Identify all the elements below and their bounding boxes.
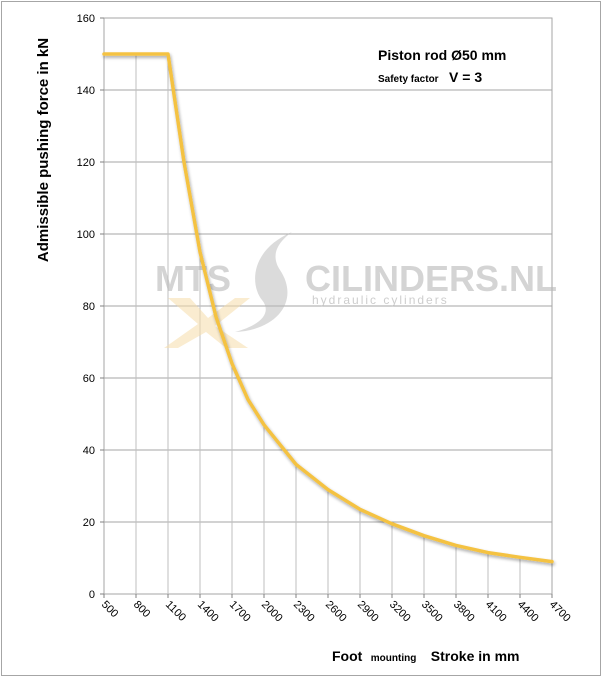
y-tick-label: 100 xyxy=(77,229,95,241)
x-tick-label: 1700 xyxy=(227,599,253,625)
watermark-brand-right: CILINDERS.NL xyxy=(305,258,557,299)
annotation-safety-value: V = 3 xyxy=(449,69,482,85)
x-tick-label: 2000 xyxy=(259,599,285,625)
y-tick-label: 140 xyxy=(77,85,95,97)
y-tick-label: 40 xyxy=(83,445,95,457)
x-axis-label: Foot mounting Stroke in mm xyxy=(332,648,519,665)
y-tick-label: 160 xyxy=(77,13,95,25)
watermark-x-shape xyxy=(164,298,250,348)
annotation-safety-factor: Safety factor V = 3 xyxy=(378,69,482,86)
x-tick-label: 4700 xyxy=(547,599,573,625)
x-tick-label: 4100 xyxy=(483,599,509,625)
x-tick-label: 1400 xyxy=(195,599,221,625)
watermark-tagline: hydraulic cylinders xyxy=(312,293,449,307)
x-tick-label: 4400 xyxy=(515,599,541,625)
y-tick-label: 80 xyxy=(83,301,95,313)
x-tick-label: 2900 xyxy=(355,599,381,625)
grid xyxy=(104,54,552,594)
x-tick-label: 500 xyxy=(99,599,120,620)
y-tick-label: 20 xyxy=(83,517,95,529)
series-line xyxy=(102,52,554,564)
annotation-safety-label: Safety factor xyxy=(378,74,439,85)
y-tick-label: 60 xyxy=(83,373,95,385)
watermark-swoosh-shape xyxy=(235,232,292,332)
x-tick-label: 800 xyxy=(131,599,152,620)
x-tick-label: 1100 xyxy=(163,599,188,624)
y-tick-label: 120 xyxy=(77,157,95,169)
x-axis-label-stroke: Stroke in mm xyxy=(431,648,520,664)
x-axis-ticks: 500 800 1100 1400 1700 2000 2300 2600 2900 3200 35… xyxy=(99,594,573,624)
x-axis-label-mounting: mounting xyxy=(371,653,417,664)
x-tick-label: 3800 xyxy=(451,599,477,625)
y-tick-label: 0 xyxy=(89,589,95,601)
x-tick-label: 3500 xyxy=(419,599,445,625)
watermark-logo: MTS CILINDERS.NL hydraulic cylinders xyxy=(155,232,557,348)
x-tick-label: 2600 xyxy=(323,599,349,625)
y-axis-ticks: 0 20 40 60 80 100 120 140 160 xyxy=(77,13,104,601)
annotation-piston-rod: Piston rod Ø50 mm xyxy=(378,47,506,63)
x-axis-label-foot: Foot xyxy=(332,648,363,664)
x-tick-label: 3200 xyxy=(387,599,413,625)
y-axis-label: Admissible pushing force in kN xyxy=(35,38,52,262)
watermark-brand-left: MTS xyxy=(155,258,231,299)
x-tick-label: 2300 xyxy=(291,599,317,625)
